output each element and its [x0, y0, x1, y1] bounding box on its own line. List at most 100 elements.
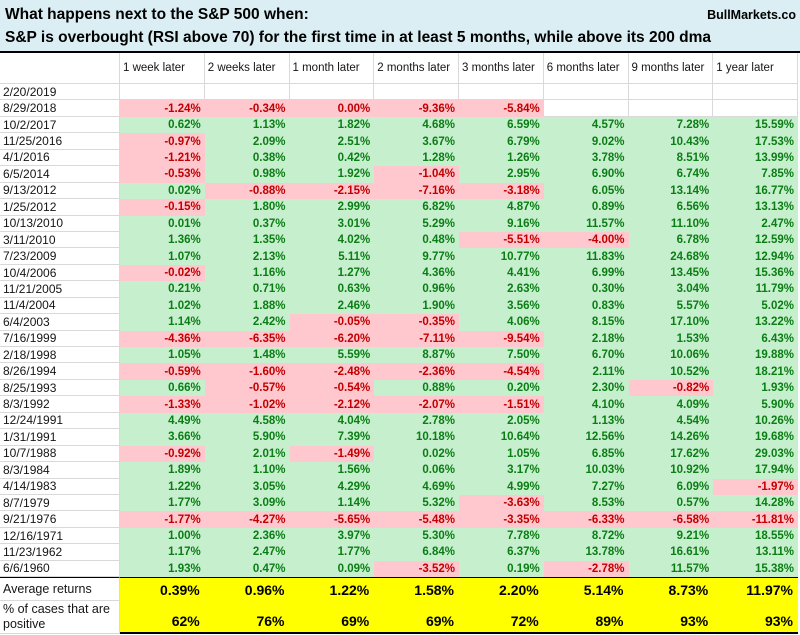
return-cell: -0.05%: [289, 314, 375, 331]
return-cell: 1.88%: [204, 297, 290, 315]
return-cell: 12.56%: [543, 429, 629, 446]
percent-positive-cell: 72%: [459, 601, 544, 634]
return-cell: -3.35%: [459, 511, 544, 528]
return-cell: 3.01%: [289, 215, 375, 232]
percent-positive-cell: 62%: [120, 601, 205, 634]
return-cell: 18.21%: [713, 363, 798, 380]
return-cell: 6.56%: [628, 199, 714, 216]
return-cell: 0.21%: [120, 281, 205, 298]
return-cell: 9.16%: [459, 215, 544, 232]
return-cell: 8.15%: [543, 314, 629, 331]
return-cell: 5.90%: [204, 429, 290, 446]
return-cell: 3.66%: [120, 429, 205, 446]
average-returns-label: Average returns: [0, 577, 120, 602]
return-cell: -9.36%: [374, 100, 459, 117]
return-cell: [374, 84, 459, 101]
return-cell: -2.48%: [289, 363, 375, 380]
return-cell: 9.77%: [374, 248, 459, 265]
return-cell: -1.33%: [120, 396, 205, 413]
return-cell: 13.14%: [628, 182, 714, 200]
return-cell: 6.84%: [374, 544, 459, 561]
return-cell: -0.59%: [120, 363, 205, 380]
return-cell: 2.09%: [204, 133, 290, 150]
page-subtitle: S&P is overbought (RSI above 70) for the…: [5, 29, 711, 46]
row-date: 8/7/1979: [0, 494, 120, 512]
average-return-cell: 0.96%: [204, 577, 290, 602]
return-cell: 10.26%: [713, 412, 798, 430]
return-cell: -5.65%: [289, 511, 375, 528]
return-cell: 1.14%: [120, 314, 205, 331]
return-cell: 6.90%: [543, 166, 629, 183]
return-cell: 0.89%: [543, 199, 629, 216]
row-date: 11/21/2005: [0, 281, 120, 298]
return-cell: 16.77%: [713, 182, 798, 200]
return-cell: 13.11%: [713, 544, 798, 561]
return-cell: 2.51%: [289, 133, 375, 150]
return-cell: 0.19%: [459, 560, 544, 578]
return-cell: 2.63%: [459, 281, 544, 298]
return-cell: 10.52%: [628, 363, 714, 380]
return-cell: 0.66%: [120, 379, 205, 397]
return-cell: 5.02%: [713, 297, 798, 315]
return-cell: [459, 84, 544, 101]
return-cell: -1.77%: [120, 511, 205, 528]
return-cell: 2.47%: [204, 544, 290, 561]
return-cell: 6.59%: [459, 116, 544, 134]
return-cell: 15.59%: [713, 116, 798, 134]
return-cell: 4.02%: [289, 231, 375, 249]
return-cell: 2.42%: [204, 314, 290, 331]
return-cell: 4.57%: [543, 116, 629, 134]
return-cell: 1.14%: [289, 494, 375, 512]
return-cell: 5.57%: [628, 297, 714, 315]
return-cell: 10.03%: [543, 462, 629, 479]
return-cell: 1.13%: [204, 116, 290, 134]
return-cell: 0.88%: [374, 379, 459, 397]
page-title: What happens next to the S&P 500 when:: [5, 6, 309, 23]
column-header: 1 week later: [120, 53, 205, 84]
percent-positive-label: % of cases that are positive: [0, 601, 120, 634]
return-cell: 2.78%: [374, 412, 459, 430]
return-cell: -0.34%: [204, 100, 290, 117]
return-cell: 4.06%: [459, 314, 544, 331]
return-cell: 1.02%: [120, 297, 205, 315]
return-cell: 0.01%: [120, 215, 205, 232]
return-cell: 7.39%: [289, 429, 375, 446]
return-cell: 8.51%: [628, 149, 714, 167]
return-cell: 3.09%: [204, 494, 290, 512]
average-return-cell: 8.73%: [628, 577, 714, 602]
return-cell: 16.61%: [628, 544, 714, 561]
return-cell: 13.13%: [713, 199, 798, 216]
return-cell: 1.17%: [120, 544, 205, 561]
return-cell: 8.72%: [543, 527, 629, 545]
row-date: 10/7/1988: [0, 445, 120, 463]
row-date: 3/11/2010: [0, 231, 120, 249]
return-cell: -2.78%: [543, 560, 629, 578]
return-cell: -0.53%: [120, 166, 205, 183]
return-cell: 13.22%: [713, 314, 798, 331]
row-date: 8/26/1994: [0, 363, 120, 380]
return-cell: 6.70%: [543, 347, 629, 364]
average-return-cell: 11.97%: [713, 577, 798, 602]
return-cell: 6.09%: [628, 478, 714, 495]
return-cell: -2.36%: [374, 363, 459, 380]
return-cell: 10.77%: [459, 248, 544, 265]
return-cell: 12.94%: [713, 248, 798, 265]
row-date: 10/13/2010: [0, 215, 120, 232]
return-cell: 4.58%: [204, 412, 290, 430]
column-header: 2 months later: [374, 53, 459, 84]
return-cell: 0.57%: [628, 494, 714, 512]
return-cell: 1.89%: [120, 462, 205, 479]
return-cell: 15.38%: [713, 560, 798, 578]
return-cell: -0.54%: [289, 379, 375, 397]
row-date: 6/5/2014: [0, 166, 120, 183]
return-cell: 4.49%: [120, 412, 205, 430]
return-cell: 1.16%: [204, 264, 290, 282]
return-cell: 4.54%: [628, 412, 714, 430]
return-cell: 15.36%: [713, 264, 798, 282]
return-cell: 0.62%: [120, 116, 205, 134]
row-date: 4/14/1983: [0, 478, 120, 495]
row-date: 6/6/1960: [0, 560, 120, 578]
column-header: 9 months later: [628, 53, 714, 84]
return-cell: 9.02%: [543, 133, 629, 150]
return-cell: 2.13%: [204, 248, 290, 265]
